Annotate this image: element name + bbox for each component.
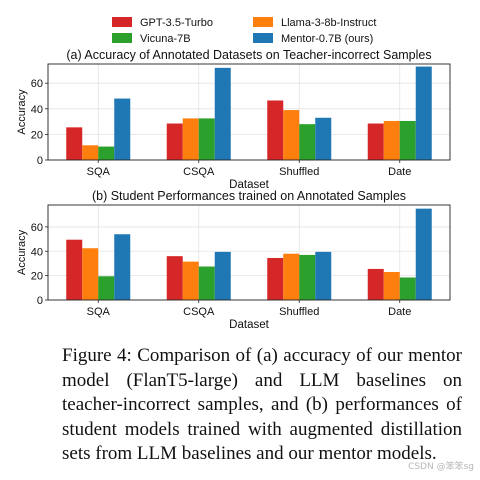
y-axis-label-a: Accuracy — [16, 89, 28, 135]
legend: GPT-3.5-Turbo Llama-3-8b-Instruct Vicuna-7… — [112, 17, 376, 45]
figure-caption: Figure 4: Comparison of (a) accuracy of … — [62, 345, 462, 464]
bar-llama-3-8b-instruct-csqa — [182, 118, 199, 160]
x-tick-label-date: Date — [388, 166, 411, 178]
plot-frame — [47, 63, 451, 161]
legend-swatch-vicuna-7b — [112, 33, 132, 43]
x-tick-label-date: Date — [388, 306, 411, 318]
legend-label-vicuna-7b: Vicuna-7B — [140, 33, 191, 45]
bar-mentor-0-7b-ours-sqa — [114, 234, 131, 300]
legend-label-mentor-0-7b-ours: Mentor-0.7B (ours) — [281, 33, 373, 45]
bar-llama-3-8b-instruct-shuffled — [283, 253, 300, 300]
x-axis-label-b: Dataset — [229, 319, 269, 331]
bar-vicuna-7b-shuffled — [299, 124, 316, 160]
bar-vicuna-7b-sqa — [98, 146, 115, 160]
bar-gpt-3-5-turbo-csqa — [166, 123, 183, 160]
bar-gpt-3-5-turbo-sqa — [66, 239, 83, 300]
x-axis-label-a: Dataset — [229, 179, 269, 191]
bar-llama-3-8b-instruct-date — [383, 120, 400, 160]
y-tick-label: 40 — [31, 246, 43, 258]
bar-mentor-0-7b-ours-date — [415, 208, 432, 300]
watermark: CSDN @笨笨sg — [408, 462, 474, 472]
bar-vicuna-7b-csqa — [198, 266, 215, 300]
x-tick-label-shuffled: Shuffled — [279, 166, 319, 178]
chart-panel-b: (b) Student Performances trained on Anno… — [16, 189, 451, 331]
y-axis-label-b: Accuracy — [16, 229, 28, 275]
bar-llama-3-8b-instruct-csqa — [182, 261, 199, 300]
bar-gpt-3-5-turbo-sqa — [66, 127, 83, 160]
bar-llama-3-8b-instruct-shuffled — [283, 110, 300, 160]
y-tick-label: 60 — [31, 78, 43, 90]
x-tick-label-sqa: SQA — [87, 306, 111, 318]
x-tick-label-shuffled: Shuffled — [279, 306, 319, 318]
bar-gpt-3-5-turbo-shuffled — [267, 100, 284, 160]
bar-vicuna-7b-date — [399, 120, 416, 160]
figure-4-charts: GPT-3.5-Turbo Llama-3-8b-Instruct Vicuna-7… — [16, 17, 451, 331]
bar-gpt-3-5-turbo-shuffled — [267, 257, 284, 300]
bar-vicuna-7b-csqa — [198, 118, 215, 160]
chart-title-b: (b) Student Performances trained on Anno… — [92, 189, 406, 203]
bar-mentor-0-7b-ours-date — [415, 66, 432, 160]
bar-gpt-3-5-turbo-date — [367, 123, 384, 160]
bar-llama-3-8b-instruct-date — [383, 271, 400, 300]
bar-mentor-0-7b-ours-shuffled — [315, 251, 332, 300]
y-tick-label: 20 — [31, 271, 43, 283]
legend-swatch-mentor-0-7b-ours — [253, 33, 273, 43]
y-tick-label: 40 — [31, 104, 43, 116]
legend-label-llama-3-8b-instruct: Llama-3-8b-Instruct — [281, 17, 376, 29]
bar-vicuna-7b-date — [399, 277, 416, 300]
bar-mentor-0-7b-ours-csqa — [214, 251, 231, 300]
chart-title-a: (a) Accuracy of Annotated Datasets on Te… — [66, 48, 431, 62]
chart-panel-a: (a) Accuracy of Annotated Datasets on Te… — [16, 48, 451, 191]
bar-mentor-0-7b-ours-csqa — [214, 67, 231, 160]
bar-vicuna-7b-sqa — [98, 276, 115, 300]
bar-vicuna-7b-shuffled — [299, 254, 316, 300]
y-tick-label: 0 — [37, 295, 43, 307]
x-tick-label-csqa: CSQA — [183, 166, 215, 178]
bar-mentor-0-7b-ours-shuffled — [315, 117, 332, 160]
plot-frame — [47, 204, 451, 301]
legend-swatch-gpt-3-5-turbo — [112, 17, 132, 27]
y-tick-label: 60 — [31, 222, 43, 234]
bar-mentor-0-7b-ours-sqa — [114, 98, 131, 160]
y-tick-label: 20 — [31, 129, 43, 141]
legend-label-gpt-3-5-turbo: GPT-3.5-Turbo — [140, 17, 213, 29]
legend-swatch-llama-3-8b-instruct — [253, 17, 273, 27]
x-tick-label-sqa: SQA — [87, 166, 111, 178]
bar-llama-3-8b-instruct-sqa — [82, 248, 99, 300]
y-tick-label: 0 — [37, 155, 43, 167]
bar-gpt-3-5-turbo-date — [367, 268, 384, 300]
x-tick-label-csqa: CSQA — [183, 306, 215, 318]
bar-llama-3-8b-instruct-sqa — [82, 145, 99, 160]
bar-gpt-3-5-turbo-csqa — [166, 256, 183, 300]
